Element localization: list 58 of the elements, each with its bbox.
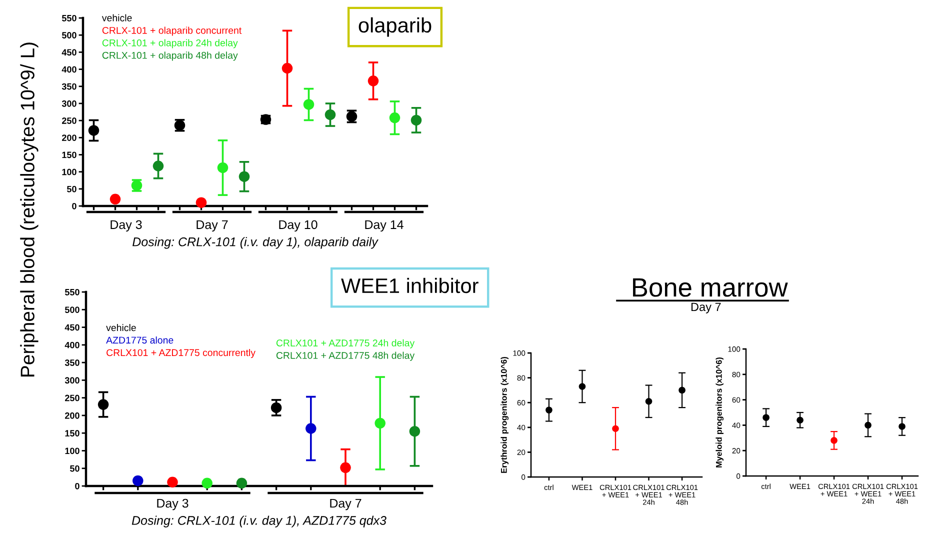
point [678, 386, 686, 394]
point [796, 416, 804, 424]
text: CRLX101 + AZD1775 24h delay [276, 339, 415, 348]
y-tick-label: 250 [65, 394, 80, 402]
text: AZD1775 alone [106, 336, 174, 344]
y-tick-label: 200 [62, 134, 76, 141]
y-tick-label: 450 [62, 49, 76, 56]
text: CRLX101 + AZD1775 concurrently [106, 348, 256, 358]
text: CRLX-101 + olaparib 24h delay [102, 39, 238, 48]
text: CRLX-101 + olaparib 48h delay [102, 52, 238, 61]
y-tick-label: 200 [65, 412, 80, 419]
y-tick-label: 300 [62, 100, 76, 107]
text: CRLX-101 + olaparib concurrent [102, 26, 242, 36]
x-tick-label: Day 3 [157, 498, 188, 510]
point [864, 422, 872, 429]
text: vehicle [102, 14, 132, 22]
y-tick-label: 0 [72, 202, 76, 210]
point [612, 425, 619, 432]
y-axis-title: Myeloid progenitors (x10^6) [716, 357, 724, 468]
y-tick-label: 0 [75, 482, 80, 490]
y-tick-label: 50 [66, 186, 76, 192]
y-tick-label: 300 [64, 377, 80, 384]
y-tick-label: 150 [65, 430, 80, 436]
y-tick-label: 450 [64, 324, 80, 331]
y-tick-label: 500 [62, 32, 76, 38]
text: Day 7 [691, 302, 721, 314]
x-tick-label: Day 14 [365, 220, 404, 232]
y-axis-title: Erythroid progenitors (x10^6) [500, 356, 509, 473]
point [546, 406, 552, 414]
x-tick-label: Day 3 [110, 220, 142, 232]
point [898, 423, 906, 430]
y-tick-label: 50 [70, 465, 80, 472]
text: vehicle [106, 324, 136, 332]
y-tick-label: 500 [64, 306, 80, 313]
text: CRLX101 + AZD1775 48h delay [276, 352, 415, 361]
y-tick-label: 100 [65, 448, 80, 454]
y-tick-label: 350 [62, 83, 76, 90]
y-tick-label: 550 [62, 14, 76, 22]
y-tick-label: 250 [62, 118, 76, 124]
chart-title: olaparib [358, 17, 432, 37]
x-tick-label: Day 7 [196, 220, 228, 232]
x-tick-label: Day 7 [330, 498, 362, 510]
y-tick-label: 350 [64, 360, 80, 366]
point [578, 383, 586, 390]
x-axis-title: Dosing: CRLX-101 (i.v. day 1), AZD1775 qdx3 [132, 516, 386, 528]
text: Bone marrow [633, 278, 788, 297]
point [762, 414, 770, 421]
point [645, 398, 652, 405]
point [830, 437, 838, 444]
y-axis-title: Peripheral blood (reticulocytes 10^9/ L) [20, 42, 38, 376]
y-tick-label: 400 [64, 342, 80, 348]
y-tick-label: 400 [62, 66, 76, 73]
x-axis-title: Dosing: CRLX-101 (i.v. day 1), olaparib daily [132, 237, 378, 249]
chart-title: WEE1 inhibitor [341, 278, 478, 294]
y-tick-label: 550 [64, 288, 80, 296]
x-tick-label: Day 10 [279, 220, 318, 232]
y-tick-label: 150 [62, 152, 76, 158]
y-tick-label: 100 [62, 168, 76, 176]
